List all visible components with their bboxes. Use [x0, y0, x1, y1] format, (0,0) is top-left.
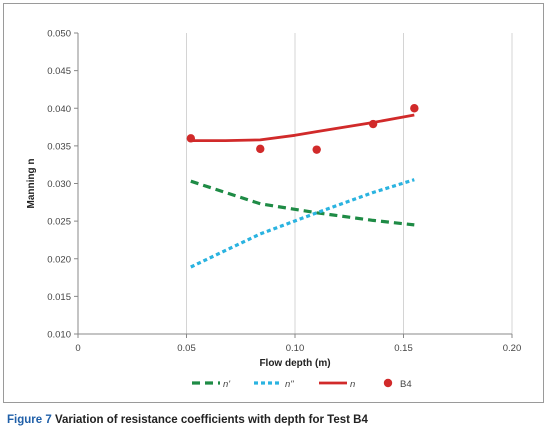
marker-b4: [256, 144, 265, 154]
legend-label: n': [223, 379, 231, 390]
x-tick-label: 0.10: [286, 343, 305, 354]
x-tick-label: 0: [75, 343, 80, 354]
marker-b4: [312, 145, 321, 154]
y-tick-label: 0.020: [47, 254, 71, 265]
tick-labels: 0 0.05 0.10 0.15 0.20 0.010 0.015 0.020 0.025 0.0…: [47, 29, 521, 355]
legend-label: n": [285, 379, 294, 390]
marker-b4: [410, 104, 419, 113]
caption-text: Variation of resistance coefficients wit…: [54, 414, 368, 426]
series: [186, 104, 419, 269]
axes: [74, 32, 513, 338]
y-tick-label: 0.040: [47, 104, 71, 115]
x-tick-label: 0.05: [177, 343, 196, 354]
y-tick-label: 0.030: [47, 179, 71, 190]
figure-label: Figure 7: [7, 414, 52, 426]
legend-marker: [383, 378, 393, 388]
y-tick-label: 0.050: [47, 29, 71, 40]
y-tick-label: 0.035: [47, 141, 71, 152]
y-axis-title: Manning n: [26, 159, 37, 209]
series-line-solid: [190, 113, 415, 143]
y-tick-label: 0.015: [47, 292, 71, 303]
y-tick-label: 0.045: [47, 66, 71, 77]
grid: [186, 33, 513, 334]
marker-b4: [186, 134, 196, 143]
series-line-dashed: [190, 179, 415, 227]
figure-caption: Figure 7 Variation of resistance coeffic…: [7, 414, 368, 426]
x-tick-label: 0.15: [394, 343, 413, 354]
figure-frame: 0 0.05 0.10 0.15 0.20 0.010 0.015 0.020 0.025 0.0…: [3, 3, 544, 403]
x-tick-label: 0.20: [503, 343, 522, 354]
series-line-dotted: [190, 178, 415, 269]
legend-label: B4: [400, 379, 412, 390]
y-tick-label: 0.025: [47, 217, 71, 228]
legend-label: n: [350, 379, 355, 390]
marker-b4: [368, 119, 378, 129]
x-axis-title: Flow depth (m): [259, 358, 330, 369]
y-tick-label: 0.010: [47, 330, 71, 341]
legend: n' n" n B4: [192, 378, 412, 390]
chart: 0 0.05 0.10 0.15 0.20 0.010 0.015 0.020 0.025 0.0…: [26, 29, 521, 391]
